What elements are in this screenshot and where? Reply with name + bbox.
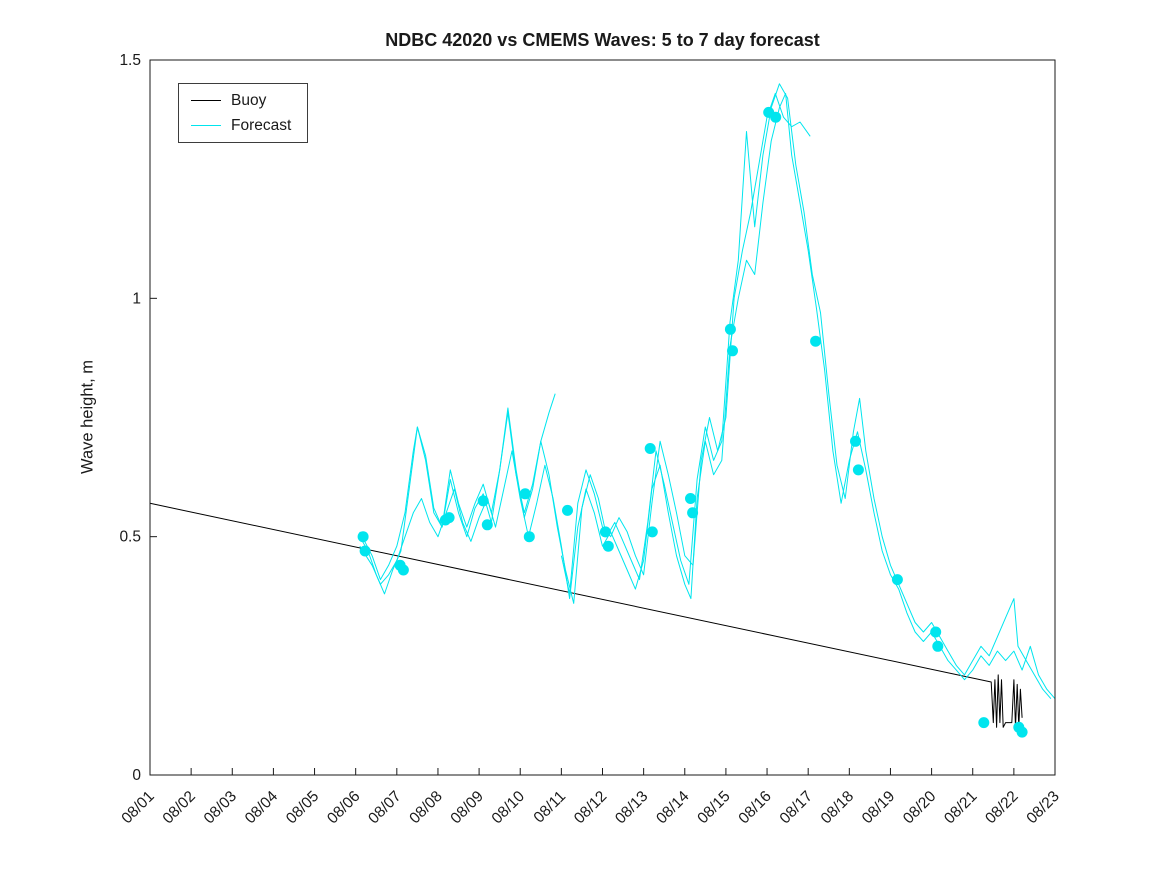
marker-forecast-markers [724,323,736,335]
x-tick-label: 08/13 [612,788,651,827]
marker-forecast-markers [852,464,864,476]
legend-line-sample-buoy [191,100,221,102]
x-tick-label: 08/04 [242,788,282,828]
legend-label-forecast: Forecast [231,116,292,134]
series-forecast-run-2 [359,92,1056,700]
x-tick-label: 08/20 [900,788,940,828]
x-tick-label: 08/21 [941,788,980,827]
x-tick-label: 08/06 [324,788,363,827]
x-tick-label: 08/16 [735,788,774,827]
legend-label-buoy: Buoy [231,92,267,109]
legend-line-sample-forecast [191,124,221,126]
series-forecast-run-4 [560,92,811,595]
marker-forecast-markers [599,526,611,538]
chart-title: NDBC 42020 vs CMEMS Waves: 5 to 7 day fo… [385,30,820,50]
legend-entry-forecast: Forecast [191,116,292,134]
x-tick-label: 08/08 [406,788,445,827]
plot-box [149,59,1056,776]
marker-forecast-markers [687,507,699,519]
marker-forecast-markers [562,504,573,516]
marker-forecast-markers [646,526,658,538]
series-forecast-run-3 [359,83,1052,700]
x-tick-label: 08/09 [447,788,486,827]
marker-forecast-markers [481,519,493,531]
x-tick-label: 08/23 [1023,788,1062,827]
marker-forecast-markers [685,493,696,504]
series-forecast-run-1 [359,393,556,595]
x-tick-label: 08/17 [777,788,816,827]
marker-forecast-markers [519,488,531,500]
marker-forecast-markers [978,717,990,729]
marker-forecast-markers [523,531,535,543]
y-tick-label: 1.5 [119,52,141,69]
marker-forecast-markers [727,345,738,357]
marker-forecast-markers [770,111,782,123]
x-tick-label: 08/03 [201,788,240,827]
marker-forecast-markers [891,574,903,586]
marker-forecast-markers [930,626,942,638]
x-tick-label: 08/01 [118,788,157,827]
marker-forecast-markers [644,443,656,454]
y-tick-label: 1 [132,290,141,307]
marker-forecast-markers [359,545,371,557]
legend-entry-buoy: Buoy [191,93,291,109]
x-tick-label: 08/11 [531,788,570,827]
series-buoy [149,502,1023,728]
marker-forecast-markers [443,512,455,524]
x-tick-label: 08/12 [571,788,610,827]
x-tick-label: 08/19 [859,788,898,827]
y-tick-label: 0 [132,767,141,784]
x-tick-label: 08/02 [160,788,199,827]
marker-forecast-markers [602,540,614,552]
y-axis-label: Wave height, m [78,359,97,475]
marker-forecast-markers [850,435,861,447]
marker-forecast-markers [1016,726,1028,738]
y-tick-label: 0.5 [119,529,141,546]
marker-forecast-markers [477,495,489,507]
marker-forecast-markers [810,335,822,347]
x-tick-label: 08/10 [489,788,529,828]
marker-forecast-markers [932,640,944,652]
marker-forecast-markers [357,531,369,543]
x-tick-label: 08/07 [365,788,404,827]
x-tick-label: 08/22 [982,788,1021,827]
x-tick-label: 08/18 [818,788,857,827]
x-tick-label: 08/14 [653,788,693,828]
x-tick-label: 08/15 [694,788,733,827]
legend[interactable]: Buoy Forecast [178,83,309,143]
marker-forecast-markers [397,564,409,576]
x-tick-label: 08/05 [283,788,322,827]
